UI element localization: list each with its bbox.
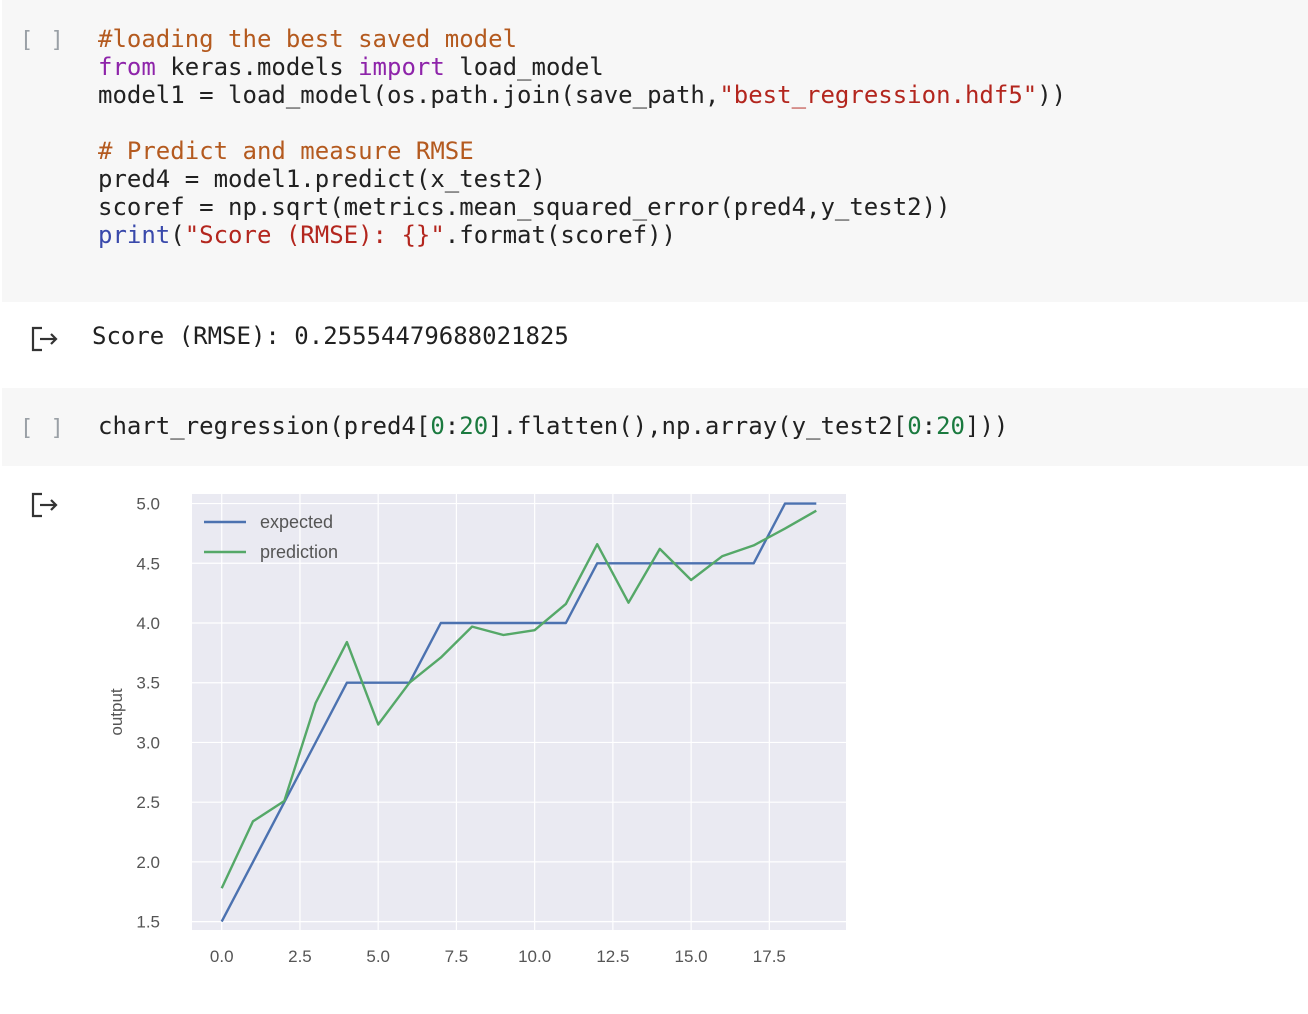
code-cell-2[interactable]: [ ] chart_regression(pred4[0:20].flatten…: [2, 388, 1308, 466]
plot-area: [192, 494, 846, 930]
code-line: model1 = load_model(os.path.join(save_pa…: [98, 81, 1066, 109]
x-tick-label: 0.0: [210, 947, 234, 966]
run-cell-button[interactable]: [ ]: [20, 28, 66, 53]
y-tick-label: 3.5: [136, 674, 160, 693]
code-token: # Predict and measure RMSE: [98, 137, 474, 165]
code-line: [98, 109, 1066, 137]
code-token: )): [1037, 81, 1067, 109]
code-token: "best_regression.hdf5": [719, 81, 1038, 109]
code-token: :: [921, 412, 937, 440]
x-tick-label: 7.5: [445, 947, 469, 966]
code-token: scoref = np.sqrt(metrics.mean_squared_er…: [98, 193, 951, 221]
run-cell-button[interactable]: [ ]: [20, 416, 66, 441]
y-tick-label: 2.5: [136, 793, 160, 812]
code-token: keras.models: [155, 53, 359, 81]
code-token: .format(scoref)): [444, 221, 676, 249]
x-tick-label: 5.0: [366, 947, 390, 966]
y-tick-label: 1.5: [136, 913, 160, 932]
code-line: print("Score (RMSE): {}".format(scoref)): [98, 221, 1066, 249]
series-line-expected: [220, 502, 817, 923]
output-score-text: Score (RMSE): 0.25554479688021825: [92, 322, 569, 350]
code-token: import: [358, 53, 445, 81]
x-tick-label: 10.0: [518, 947, 551, 966]
code-token: from: [98, 53, 156, 81]
y-tick-label: 5.0: [136, 495, 160, 514]
code-line: chart_regression(pred4[0:20].flatten(),n…: [98, 412, 1008, 440]
code-token: ])): [965, 412, 1009, 440]
code-line: from keras.models import load_model: [98, 53, 1066, 81]
x-tick-label: 15.0: [675, 947, 708, 966]
legend-label: prediction: [260, 542, 338, 562]
x-tick-label: 12.5: [596, 947, 629, 966]
output-arrow-icon: [31, 326, 58, 352]
y-axis-label: output: [107, 688, 126, 736]
code-token: ].flatten(),np.array(y_test2[: [488, 412, 908, 440]
code-token: 20: [936, 412, 965, 440]
code-token: pred4 = model1.predict(x_test2): [98, 165, 546, 193]
y-tick-label: 3.0: [136, 733, 160, 752]
series-line-prediction: [220, 509, 817, 889]
regression-chart: 0.0 2.5 5.0 7.5 10.0 12.5 15.0 17.5 1.5 2.0 2.5 3.0…: [100, 486, 860, 980]
y-tick-label: 2.0: [136, 853, 160, 872]
code-token: "Score (RMSE): {}": [184, 221, 445, 249]
code-token: 0: [907, 412, 922, 440]
x-tick-label: 17.5: [753, 947, 786, 966]
code-token: #loading the best saved model: [98, 25, 518, 53]
code-token: load_model: [444, 53, 604, 81]
code-token: model1 = load_model(os.path.join(save_pa…: [98, 81, 720, 109]
code-line: pred4 = model1.predict(x_test2): [98, 165, 1066, 193]
output-arrow-icon: [31, 492, 58, 518]
x-tick-label: 2.5: [288, 947, 312, 966]
y-tick-label: 4.0: [136, 614, 160, 633]
code-token: 20: [459, 412, 489, 440]
code-token: :: [444, 412, 460, 440]
code-editor[interactable]: #loading the best saved model from keras.…: [98, 25, 1066, 249]
code-token: 0: [430, 412, 445, 440]
code-line: #loading the best saved model: [98, 25, 1066, 53]
chart-svg: 0.0 2.5 5.0 7.5 10.0 12.5 15.0 17.5 1.5 2.0 2.5 3.0…: [107, 494, 846, 966]
code-editor[interactable]: chart_regression(pred4[0:20].flatten(),n…: [98, 412, 1008, 440]
code-token: chart_regression(pred4[: [98, 412, 431, 440]
legend-label: expected: [260, 512, 333, 532]
code-cell-1[interactable]: [ ] #loading the best saved model from ke…: [2, 0, 1308, 302]
code-token: print: [98, 221, 171, 249]
y-tick-label: 4.5: [136, 554, 160, 573]
code-line: scoref = np.sqrt(metrics.mean_squared_er…: [98, 193, 1066, 221]
code-line: # Predict and measure RMSE: [98, 137, 1066, 165]
code-token: (: [170, 221, 185, 249]
